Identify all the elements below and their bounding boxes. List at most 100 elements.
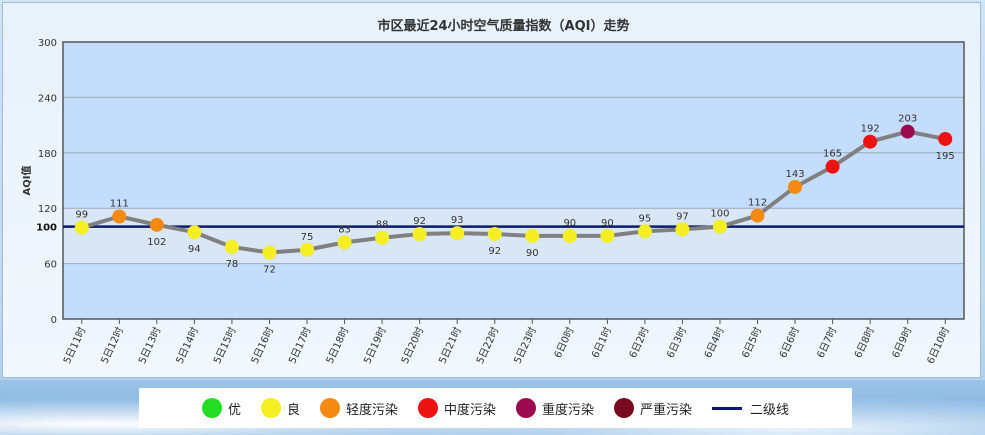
plot-band [63, 42, 964, 209]
data-label: 93 [451, 215, 464, 226]
x-tick-label: 6日0时 [552, 325, 577, 360]
x-tick-label: 6日4时 [702, 325, 727, 360]
data-label: 97 [676, 211, 689, 222]
data-point [600, 228, 615, 243]
data-label: 195 [936, 151, 955, 162]
data-point [750, 208, 765, 223]
data-label: 192 [861, 124, 880, 135]
data-point [863, 134, 878, 149]
x-tick-label: 5日21时 [437, 325, 464, 366]
data-point [487, 227, 502, 242]
data-label: 72 [263, 265, 276, 276]
data-label: 88 [376, 220, 389, 231]
data-point [637, 224, 652, 239]
x-tick-label: 6日3时 [664, 325, 689, 360]
y-tick-label: 0 [51, 315, 57, 326]
data-label: 83 [338, 224, 351, 235]
legend-color-dot [260, 398, 281, 418]
data-label: 111 [110, 199, 129, 210]
legend-item: 二级线 [712, 399, 789, 418]
x-tick-label: 6日6时 [777, 325, 802, 360]
legend-color-dot [319, 398, 340, 418]
x-tick-label: 6日2时 [627, 325, 652, 360]
data-label: 75 [301, 232, 314, 243]
data-point [74, 220, 89, 235]
legend-label: 轻度污染 [345, 402, 398, 418]
data-point [825, 159, 840, 174]
data-label: 92 [413, 216, 426, 227]
data-point [525, 228, 540, 243]
data-point [149, 217, 164, 232]
y-axis-label: AQI值 [20, 166, 33, 196]
legend-item: 轻度污染 [319, 398, 398, 418]
legend-label: 重度污染 [542, 402, 595, 418]
legend-color-dot [614, 398, 635, 418]
x-tick-label: 5日22时 [474, 325, 501, 366]
data-point [187, 225, 202, 240]
data-point [412, 227, 427, 242]
x-tick-label: 5日13时 [136, 325, 163, 366]
x-tick-label: 5日12时 [99, 325, 126, 366]
legend-color-dot [417, 398, 438, 418]
x-tick-label: 5日23时 [512, 325, 539, 366]
x-tick-label: 5日14时 [174, 325, 201, 366]
legend-line-swatch [712, 406, 743, 410]
data-label: 102 [147, 237, 166, 248]
legend-color-dot [516, 398, 536, 418]
data-label: 100 [710, 209, 729, 220]
x-tick-label: 5日19时 [361, 325, 388, 366]
data-point [450, 226, 465, 241]
y-tick-label: 60 [44, 260, 57, 271]
reference-line-label: 100 [36, 223, 57, 234]
legend-item: 严重污染 [614, 398, 692, 418]
legend-label: 优 [227, 402, 241, 418]
x-tick-label: 5日17时 [286, 325, 313, 366]
data-label: 92 [488, 246, 501, 257]
legend-label: 良 [286, 402, 300, 418]
data-label: 112 [748, 198, 767, 209]
legend-item: 良 [260, 398, 300, 418]
data-point [375, 230, 390, 245]
data-label: 90 [526, 248, 539, 259]
data-point [112, 209, 127, 224]
x-tick-label: 6日5时 [740, 325, 765, 360]
data-label: 165 [823, 149, 842, 160]
x-tick-label: 5日16时 [249, 325, 276, 366]
y-tick-label: 180 [38, 149, 57, 160]
data-label: 94 [188, 244, 201, 255]
x-tick-label: 5日18时 [324, 325, 351, 366]
y-tick-label: 300 [38, 38, 57, 49]
x-tick-label: 6日8时 [852, 325, 877, 360]
chart-title: 市区最近24小时空气质量指数（AQI）走势 [377, 18, 629, 34]
legend-label: 二级线 [750, 402, 790, 418]
data-label: 143 [786, 169, 805, 180]
data-point [562, 228, 577, 243]
data-label: 90 [601, 218, 614, 229]
data-point [900, 124, 915, 139]
y-tick-label: 120 [38, 204, 57, 215]
data-label: 203 [898, 114, 917, 125]
legend-item: 重度污染 [516, 398, 594, 418]
plot-frame [62, 41, 965, 320]
y-tick-label: 240 [38, 93, 57, 104]
legend-color-dot [201, 398, 222, 418]
data-point [224, 239, 239, 254]
data-label: 95 [639, 213, 652, 224]
data-point [262, 245, 277, 260]
data-point [938, 131, 953, 146]
data-label: 99 [75, 210, 88, 221]
x-tick-label: 6日9时 [890, 325, 915, 360]
x-tick-label: 5日11时 [61, 325, 88, 366]
aqi-line-chart: 市区最近24小时空气质量指数（AQI）走势 0 60 120 180 240 300 100 A… [20, 18, 965, 366]
legend-label: 中度污染 [443, 402, 496, 418]
x-tick-label: 5日15时 [211, 325, 238, 366]
data-point [712, 219, 727, 234]
data-label: 78 [226, 259, 239, 270]
data-point [337, 235, 352, 250]
data-point [675, 222, 690, 237]
data-point [788, 179, 803, 194]
x-tick-label: 5日20时 [399, 325, 426, 366]
x-tick-label: 6日1时 [589, 325, 614, 360]
x-tick-label: 6日7时 [815, 325, 840, 360]
legend-item: 中度污染 [417, 398, 496, 418]
